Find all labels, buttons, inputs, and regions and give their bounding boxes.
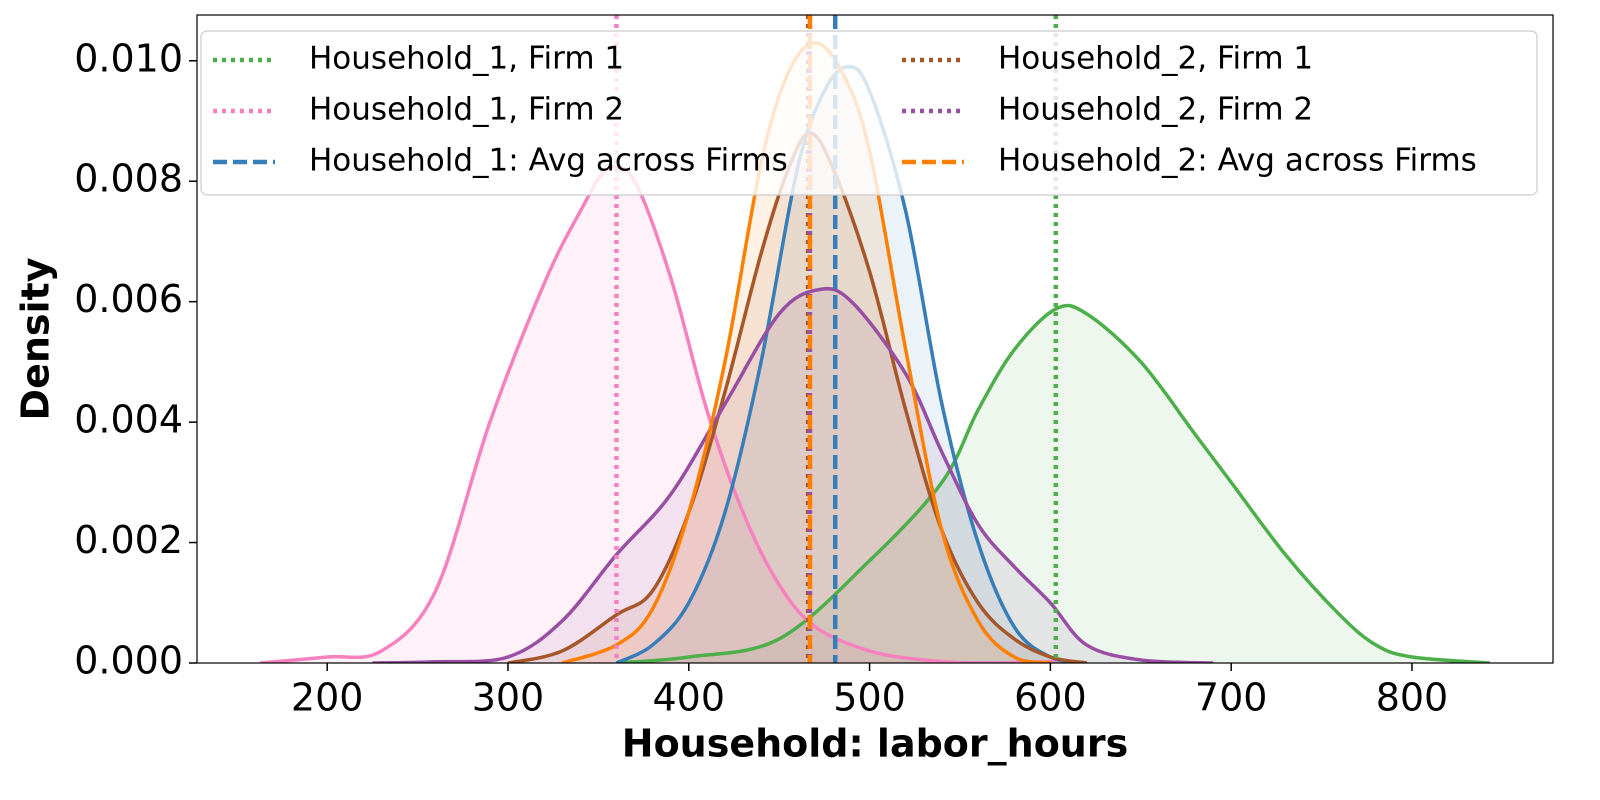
density-area	[260, 166, 1087, 663]
density-line	[372, 286, 1214, 663]
x-tick-label: 300	[472, 676, 545, 720]
legend-label: Household_1: Avg across Firms	[309, 143, 788, 179]
x-tick-label: 400	[653, 676, 726, 720]
y-tick-label: 0.010	[74, 36, 183, 80]
density-area	[372, 288, 1214, 663]
plot-frame	[196, 14, 1554, 664]
x-tick-label: 600	[1014, 676, 1087, 720]
x-tick-label: 800	[1376, 676, 1449, 720]
density-line	[616, 303, 1490, 663]
x-tick-label: 500	[833, 676, 906, 720]
legend-label: Household_1, Firm 1	[309, 41, 624, 77]
x-tick-label: 200	[291, 676, 364, 720]
legend-label: Household_2, Firm 2	[998, 92, 1313, 128]
x-axis-label: Household: labor_hours	[622, 722, 1128, 766]
y-tick-label: 0.006	[74, 277, 183, 321]
density-line	[260, 164, 1087, 663]
x-tick-label: 700	[1195, 676, 1268, 720]
y-tick-label: 0.002	[74, 518, 183, 562]
y-axis-label: Density	[14, 257, 58, 420]
legend-label: Household_2: Avg across Firms	[998, 143, 1477, 179]
legend-label: Household_1, Firm 2	[309, 92, 624, 128]
y-tick-label: 0.004	[74, 398, 183, 442]
density-area	[616, 305, 1490, 663]
legend-label: Household_2, Firm 1	[998, 41, 1313, 77]
y-tick-label: 0.000	[74, 639, 183, 683]
y-tick-label: 0.008	[74, 157, 183, 201]
legend-box	[200, 30, 1538, 196]
density-area	[562, 42, 1051, 663]
